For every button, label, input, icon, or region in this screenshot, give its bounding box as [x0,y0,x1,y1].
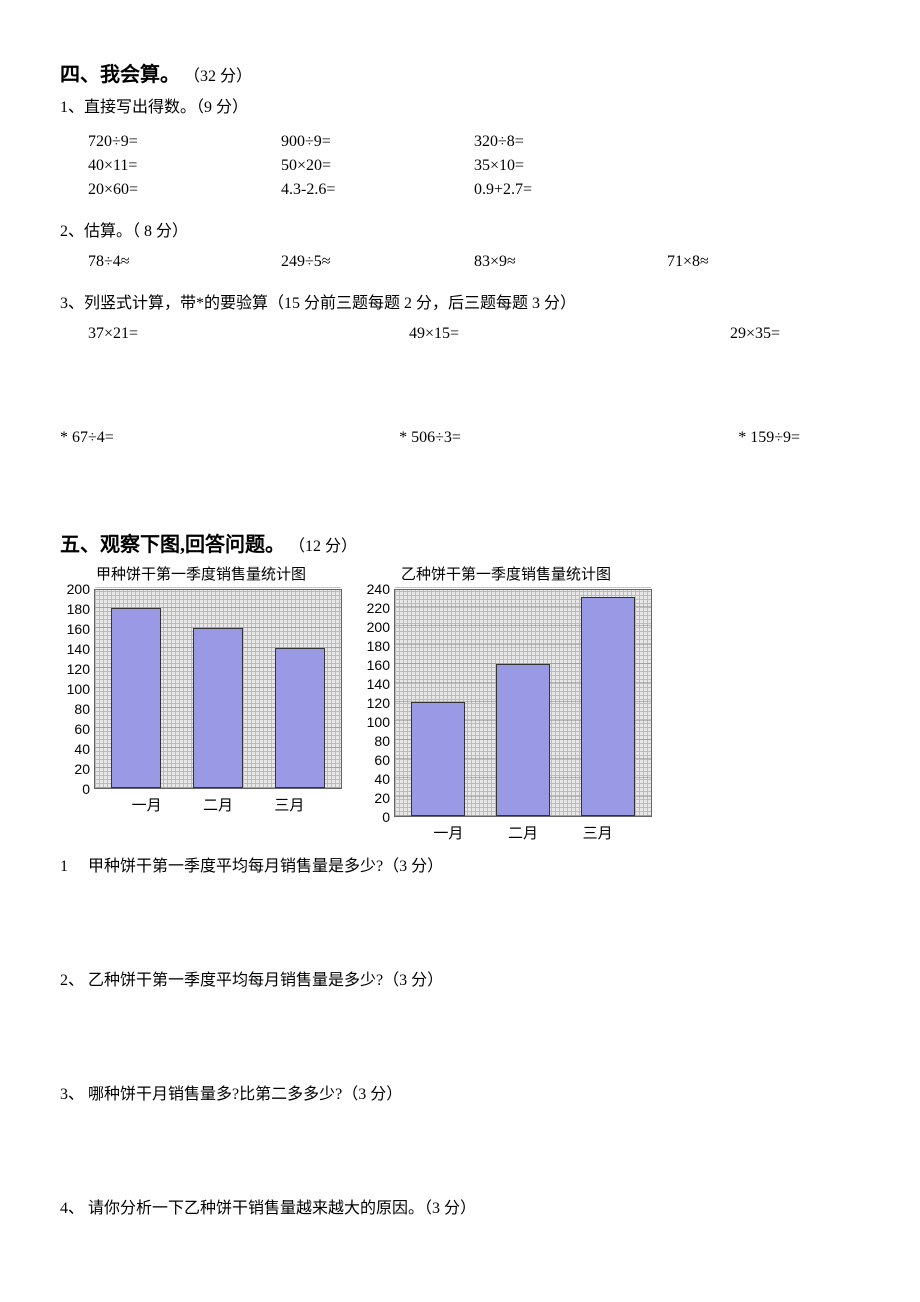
s4q2-i2: 83×9≈ [474,250,667,274]
s5-q3-text: 哪种饼干月销售量多?比第二多多少?（3 分） [88,1083,860,1107]
chart-a-title: 甲种饼干第一季度销售量统计图 [96,564,306,587]
s4q1-r0c0: 720÷9= [88,130,281,154]
s4-q3-label: 3、列竖式计算，带*的要验算（15 分前三题每题 2 分，后三题每题 3 分） [60,292,860,316]
s4q3-r2c0: * 67÷4= [60,426,307,450]
s4q3-r1c2: 29×35= [549,322,860,346]
s4q1-r2c1: 4.3-2.6= [281,178,474,202]
x-tick-label: 三月 [254,795,325,818]
x-tick-label: 二月 [182,795,253,818]
s5-q1: 1 甲种饼干第一季度平均每月销售量是多少?（3 分） [60,855,860,879]
s5-q4-num: 4、 [60,1197,88,1221]
s4-q3-row1: 37×21= 49×15= 29×35= [60,322,860,346]
s4q3-r2c1: * 506÷3= [307,426,554,450]
chart-b-yaxis: 240220200180160140120100806040200 [360,589,394,817]
s5-q4-text: 请你分析一下乙种饼干销售量越来越大的原因。（3 分） [88,1197,860,1221]
chart-b-plot [394,589,652,817]
section-4: 四、我会算。 （32 分） 1、直接写出得数。（9 分） 720÷9= 900÷… [60,60,860,450]
chart-bar [411,702,465,816]
section-5-points: （12 分） [289,538,357,555]
s4q2-i1: 249÷5≈ [281,250,474,274]
x-tick-label: 一月 [411,823,486,846]
s4q2-i3: 71×8≈ [667,250,860,274]
s4-q2-label: 2、估算。（ 8 分） [60,220,860,244]
s5-q2-text: 乙种饼干第一季度平均每月销售量是多少?（3 分） [88,969,860,993]
s4-q1-label: 1、直接写出得数。（9 分） [60,96,860,120]
chart-b: 乙种饼干第一季度销售量统计图 2402202001801601401201008… [360,564,652,845]
s4q1-r1c2: 35×10= [474,154,667,178]
chart-bar [111,608,161,788]
s5-q2: 2、 乙种饼干第一季度平均每月销售量是多少?（3 分） [60,969,860,993]
s4q3-r1c0: 37×21= [88,322,319,346]
s4q3-r2c2: * 159÷9= [553,426,860,450]
s4q2-i0: 78÷4≈ [88,250,281,274]
s5-q4: 4、 请你分析一下乙种饼干销售量越来越大的原因。（3 分） [60,1197,860,1221]
chart-b-title: 乙种饼干第一季度销售量统计图 [401,564,611,587]
s4q1-r2c0: 20×60= [88,178,281,202]
section-5-heading: 五、观察下图,回答问题。 [60,534,285,556]
chart-bar [496,664,550,816]
s4-q1-grid: 720÷9= 900÷9= 320÷8= 40×11= 50×20= 35×10… [60,130,860,202]
chart-bar [275,648,325,788]
chart-bar [581,597,635,816]
s4q1-r0c1: 900÷9= [281,130,474,154]
s5-q3: 3、 哪种饼干月销售量多?比第二多多少?（3 分） [60,1083,860,1107]
section-5: 五、观察下图,回答问题。 （12 分） 甲种饼干第一季度销售量统计图 20018… [60,530,860,1221]
s4-q2-items: 78÷4≈ 249÷5≈ 83×9≈ 71×8≈ [60,250,860,274]
section-4-heading: 四、我会算。 [60,64,180,86]
s5-q3-num: 3、 [60,1083,88,1107]
s4q1-r1c1: 50×20= [281,154,474,178]
s4q3-r1c1: 49×15= [319,322,550,346]
chart-a-xaxis: 一月二月三月 [77,789,325,818]
chart-a: 甲种饼干第一季度销售量统计图 2001801601401201008060402… [60,564,342,845]
x-tick-label: 一月 [111,795,182,818]
s5-q2-num: 2、 [60,969,88,993]
chart-bar [193,628,243,788]
chart-a-plot [94,589,342,789]
s5-q1-num: 1 [60,855,88,879]
s4q1-r2c2: 0.9+2.7= [474,178,667,202]
x-tick-label: 二月 [486,823,561,846]
section-4-points: （32 分） [184,68,252,85]
s4q1-r0c2: 320÷8= [474,130,667,154]
s4q1-r1c0: 40×11= [88,154,281,178]
x-tick-label: 三月 [560,823,635,846]
s4-q3-row2: * 67÷4= * 506÷3= * 159÷9= [60,426,860,450]
s5-q1-text: 甲种饼干第一季度平均每月销售量是多少?（3 分） [88,855,860,879]
chart-a-yaxis: 200180160140120100806040200 [60,589,94,789]
chart-b-xaxis: 一月二月三月 [377,817,635,846]
